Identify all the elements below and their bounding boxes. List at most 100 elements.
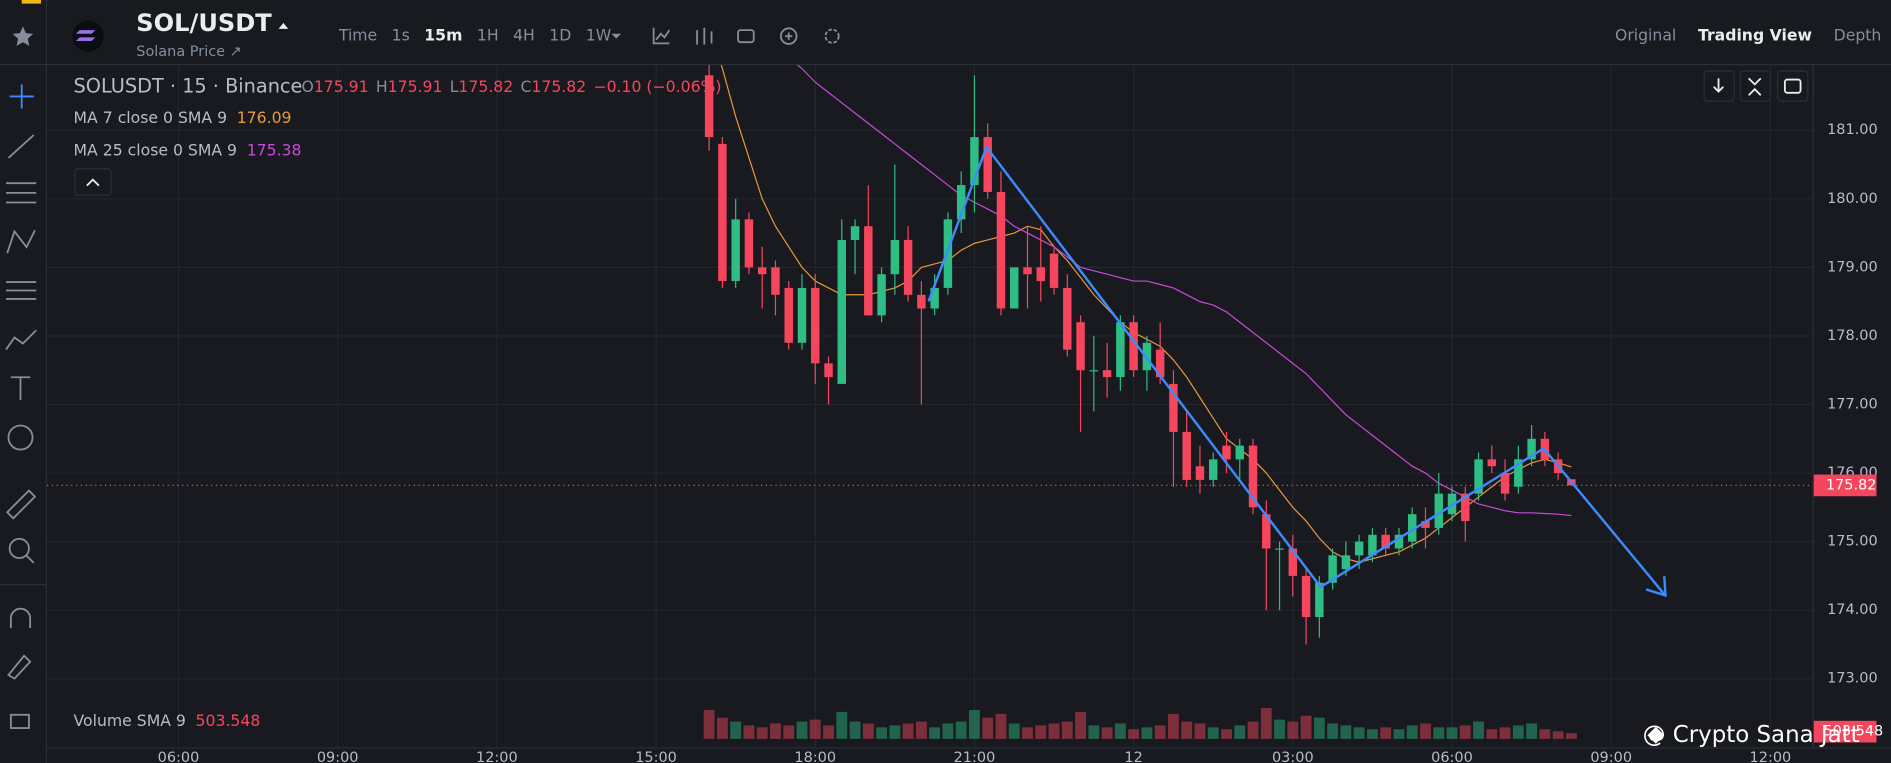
candle-body — [877, 274, 886, 316]
candle-body — [771, 267, 780, 295]
screenshot-icon[interactable] — [737, 29, 755, 44]
magnet-tool[interactable] — [9, 607, 32, 628]
volume-bar — [1075, 711, 1086, 739]
lock-draw-tool[interactable] — [7, 654, 32, 680]
volume-legend: Volume SMA 9 503.548 — [74, 710, 261, 729]
indicator-icon[interactable] — [652, 27, 671, 45]
y-tick-label: 177.00 — [1827, 396, 1878, 412]
ma-legend-value: 176.09 — [237, 108, 292, 127]
coin-logo-mark — [75, 30, 96, 41]
candle-body — [1328, 555, 1337, 583]
candle-body — [970, 137, 979, 186]
coin-logo — [72, 20, 104, 52]
ma-line — [720, 65, 1572, 563]
lock-tool[interactable] — [9, 713, 30, 729]
volume-bar — [969, 709, 980, 739]
add-icon[interactable] — [779, 27, 798, 45]
candle-body — [903, 239, 913, 295]
settings-icon[interactable] — [824, 28, 840, 44]
collapse-icon — [1748, 77, 1762, 96]
ma-legend: MA 25 close 0 SMA 9 175.38 — [74, 140, 302, 159]
volume-bar — [1101, 727, 1113, 739]
candle-body — [1063, 287, 1072, 350]
ohlc-value: 175.82 — [458, 76, 513, 95]
volume-bar — [1406, 725, 1418, 739]
crosshair-tool[interactable] — [9, 84, 34, 109]
view-tab[interactable]: Depth — [1834, 26, 1882, 45]
collapse-button[interactable] — [1739, 70, 1771, 102]
ruler-tool[interactable] — [5, 489, 37, 520]
candle-body — [930, 287, 939, 309]
volume-bar — [889, 725, 901, 739]
volume-bar — [1512, 725, 1524, 739]
interval[interactable]: Time — [338, 26, 377, 45]
candle-body — [1315, 582, 1324, 618]
fullscreen-button[interactable] — [1777, 70, 1809, 102]
zoom-tool[interactable] — [8, 537, 30, 559]
volume-bar — [995, 713, 1007, 739]
volume-bar — [1340, 725, 1352, 739]
volume-bar — [1168, 713, 1179, 739]
y-tick-label: 180.00 — [1827, 191, 1878, 207]
projection-tool[interactable] — [5, 329, 37, 351]
candle-body — [1129, 322, 1138, 371]
ohlc-legend: O175.91 H175.91 L175.82 C175.82 −0.10 (−0.06… — [301, 76, 721, 95]
interval[interactable]: 1W — [586, 26, 611, 45]
volume-bar — [809, 719, 821, 739]
emoji-tool[interactable] — [7, 424, 34, 451]
volume-bar — [1048, 723, 1060, 739]
candle-body — [1235, 445, 1244, 460]
volume-bar — [1287, 721, 1299, 739]
trend-arrowhead — [1645, 576, 1667, 598]
text-tool[interactable] — [10, 376, 31, 401]
interval[interactable]: 1D — [549, 26, 571, 45]
ohlc-value: 175.82 — [531, 76, 586, 95]
trend-line[interactable] — [927, 144, 1666, 596]
ohlc-value: 175.91 — [314, 76, 369, 95]
volume-bar — [730, 721, 742, 739]
candle-body — [1209, 459, 1218, 480]
trend-drawing[interactable] — [927, 144, 1667, 598]
ohlc-key: L — [450, 76, 459, 95]
legend-collapse[interactable] — [74, 168, 112, 196]
interval[interactable]: 4H — [513, 26, 535, 45]
more-intervals[interactable] — [611, 33, 622, 39]
subtitle[interactable]: Solana Price ↗ — [136, 44, 241, 60]
line-tool[interactable] — [7, 134, 35, 159]
interval[interactable]: 15m — [424, 26, 462, 45]
volume-bar — [1526, 723, 1538, 739]
volume-bar — [1274, 719, 1285, 739]
volume-bar — [1499, 727, 1511, 739]
pattern-tool[interactable] — [6, 229, 36, 254]
candle-type-icon[interactable] — [696, 27, 713, 45]
candle-body — [917, 294, 926, 309]
candle-body — [1248, 445, 1258, 508]
symbol-dropdown[interactable] — [278, 22, 289, 29]
volume-bar — [1433, 727, 1445, 739]
view-tab[interactable]: Trading View — [1698, 26, 1812, 45]
channel-tool[interactable] — [6, 182, 37, 204]
volume-bar — [1194, 723, 1206, 739]
volume-bar — [1539, 729, 1551, 739]
candle-body — [1195, 466, 1205, 480]
symbol[interactable]: SOL/USDT — [136, 9, 272, 37]
ma-legend-value: 175.38 — [247, 140, 302, 159]
candle-body — [1487, 459, 1497, 467]
volume-bar — [849, 721, 861, 739]
volume-bar — [1380, 727, 1392, 739]
candle-body — [956, 185, 966, 220]
interval[interactable]: 1H — [477, 26, 499, 45]
candle-body — [1527, 438, 1536, 460]
ohlc-change: −0.10 (−0.06%) — [593, 76, 721, 95]
ma-legend-name: MA 25 close 0 SMA 9 — [74, 140, 237, 159]
candle-body — [757, 267, 767, 275]
scroll-icon — [1713, 78, 1724, 93]
fib-tool[interactable] — [6, 281, 37, 300]
candle-body — [1434, 493, 1443, 528]
candle-body — [744, 219, 754, 268]
volume-legend-value: 503.548 — [196, 710, 261, 729]
view-tab[interactable]: Original — [1615, 26, 1676, 45]
interval[interactable]: 1s — [392, 26, 410, 45]
candle-body — [850, 226, 860, 240]
favorite-icon[interactable] — [12, 26, 34, 46]
